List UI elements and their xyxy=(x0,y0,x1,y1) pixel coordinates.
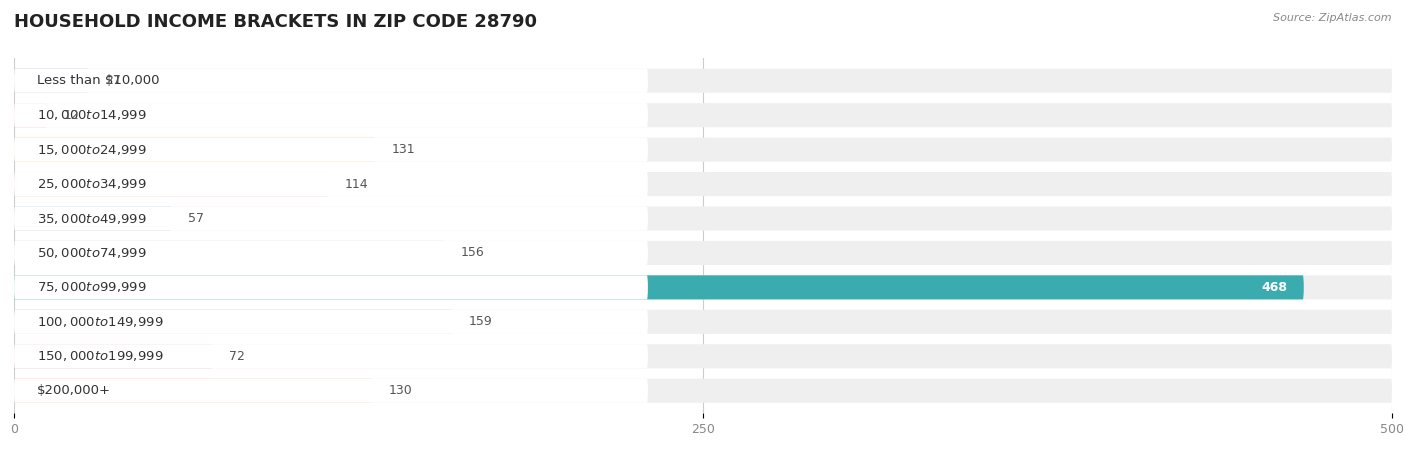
FancyBboxPatch shape xyxy=(14,137,648,162)
Text: Less than $10,000: Less than $10,000 xyxy=(37,74,159,87)
FancyBboxPatch shape xyxy=(14,344,1392,368)
FancyBboxPatch shape xyxy=(14,344,648,368)
FancyBboxPatch shape xyxy=(14,137,375,162)
FancyBboxPatch shape xyxy=(14,103,48,127)
Text: $50,000 to $74,999: $50,000 to $74,999 xyxy=(37,246,146,260)
FancyBboxPatch shape xyxy=(14,241,444,265)
Text: 27: 27 xyxy=(105,74,121,87)
FancyBboxPatch shape xyxy=(14,103,1392,127)
Text: $200,000+: $200,000+ xyxy=(37,384,111,397)
FancyBboxPatch shape xyxy=(14,379,373,403)
FancyBboxPatch shape xyxy=(14,207,172,230)
FancyBboxPatch shape xyxy=(14,241,648,265)
Text: $15,000 to $24,999: $15,000 to $24,999 xyxy=(37,143,146,157)
FancyBboxPatch shape xyxy=(14,69,648,93)
FancyBboxPatch shape xyxy=(14,172,1392,196)
Text: HOUSEHOLD INCOME BRACKETS IN ZIP CODE 28790: HOUSEHOLD INCOME BRACKETS IN ZIP CODE 28… xyxy=(14,13,537,31)
Text: 130: 130 xyxy=(389,384,412,397)
Text: 131: 131 xyxy=(392,143,415,156)
FancyBboxPatch shape xyxy=(14,172,648,196)
FancyBboxPatch shape xyxy=(14,241,1392,265)
FancyBboxPatch shape xyxy=(14,344,212,368)
Text: 72: 72 xyxy=(229,350,245,363)
Text: $100,000 to $149,999: $100,000 to $149,999 xyxy=(37,315,163,329)
FancyBboxPatch shape xyxy=(14,103,648,127)
FancyBboxPatch shape xyxy=(14,275,1392,299)
Text: 159: 159 xyxy=(468,315,492,328)
FancyBboxPatch shape xyxy=(14,69,89,93)
FancyBboxPatch shape xyxy=(14,172,328,196)
FancyBboxPatch shape xyxy=(14,137,1392,162)
Text: Source: ZipAtlas.com: Source: ZipAtlas.com xyxy=(1274,13,1392,23)
FancyBboxPatch shape xyxy=(14,69,1392,93)
Text: $75,000 to $99,999: $75,000 to $99,999 xyxy=(37,280,146,295)
FancyBboxPatch shape xyxy=(14,310,453,334)
FancyBboxPatch shape xyxy=(14,379,1392,403)
Text: $10,000 to $14,999: $10,000 to $14,999 xyxy=(37,108,146,122)
FancyBboxPatch shape xyxy=(14,207,648,230)
FancyBboxPatch shape xyxy=(14,310,648,334)
FancyBboxPatch shape xyxy=(14,275,1303,299)
Text: $150,000 to $199,999: $150,000 to $199,999 xyxy=(37,349,163,363)
Text: $35,000 to $49,999: $35,000 to $49,999 xyxy=(37,211,146,225)
FancyBboxPatch shape xyxy=(14,379,648,403)
Text: $25,000 to $34,999: $25,000 to $34,999 xyxy=(37,177,146,191)
Text: 156: 156 xyxy=(461,247,484,260)
FancyBboxPatch shape xyxy=(14,275,648,299)
Text: 57: 57 xyxy=(187,212,204,225)
FancyBboxPatch shape xyxy=(14,310,1392,334)
Text: 12: 12 xyxy=(63,109,79,122)
Text: 468: 468 xyxy=(1261,281,1288,294)
Text: 114: 114 xyxy=(344,177,368,190)
FancyBboxPatch shape xyxy=(14,207,1392,230)
